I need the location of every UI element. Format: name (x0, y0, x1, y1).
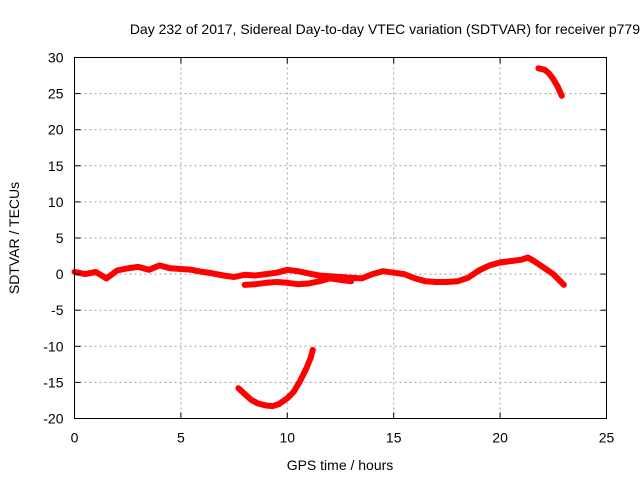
y-tick-label: -5 (51, 302, 64, 318)
series-lower-branch (241, 275, 355, 288)
y-tick-label: -20 (43, 411, 63, 427)
x-tick-label: 10 (280, 430, 296, 446)
x-tick-label: 0 (71, 430, 79, 446)
x-tick-label: 20 (492, 430, 508, 446)
series-top-arc (535, 65, 565, 99)
y-tick-label: -15 (43, 374, 63, 390)
y-tick-label: 25 (48, 86, 64, 102)
y-tick-label: 20 (48, 122, 64, 138)
y-tick-label: -10 (43, 338, 63, 354)
y-axis-label: SDTVAR / TECUs (6, 182, 22, 294)
chart-title: Day 232 of 2017, Sidereal Day-to-day VTE… (130, 21, 640, 37)
x-tick-label: 25 (599, 430, 615, 446)
series-dip-arc (235, 346, 316, 410)
y-tick-label: 10 (48, 194, 64, 210)
y-tick-label: 0 (56, 266, 64, 282)
grid (74, 57, 607, 419)
x-tick-label: 15 (386, 430, 402, 446)
x-axis-label: GPS time / hours (287, 457, 394, 473)
y-tick-label: 15 (48, 158, 64, 174)
ticks (74, 57, 607, 419)
series-main-trace (71, 254, 567, 288)
tick-labels: 0 5 10 15 20 25 -20 -15 -10 -5 0 5 10 15 20 25 30 (43, 50, 614, 446)
y-tick-label: 30 (48, 50, 64, 66)
x-tick-label: 5 (177, 430, 185, 446)
y-tick-label: 5 (56, 230, 64, 246)
series-group (71, 65, 567, 410)
